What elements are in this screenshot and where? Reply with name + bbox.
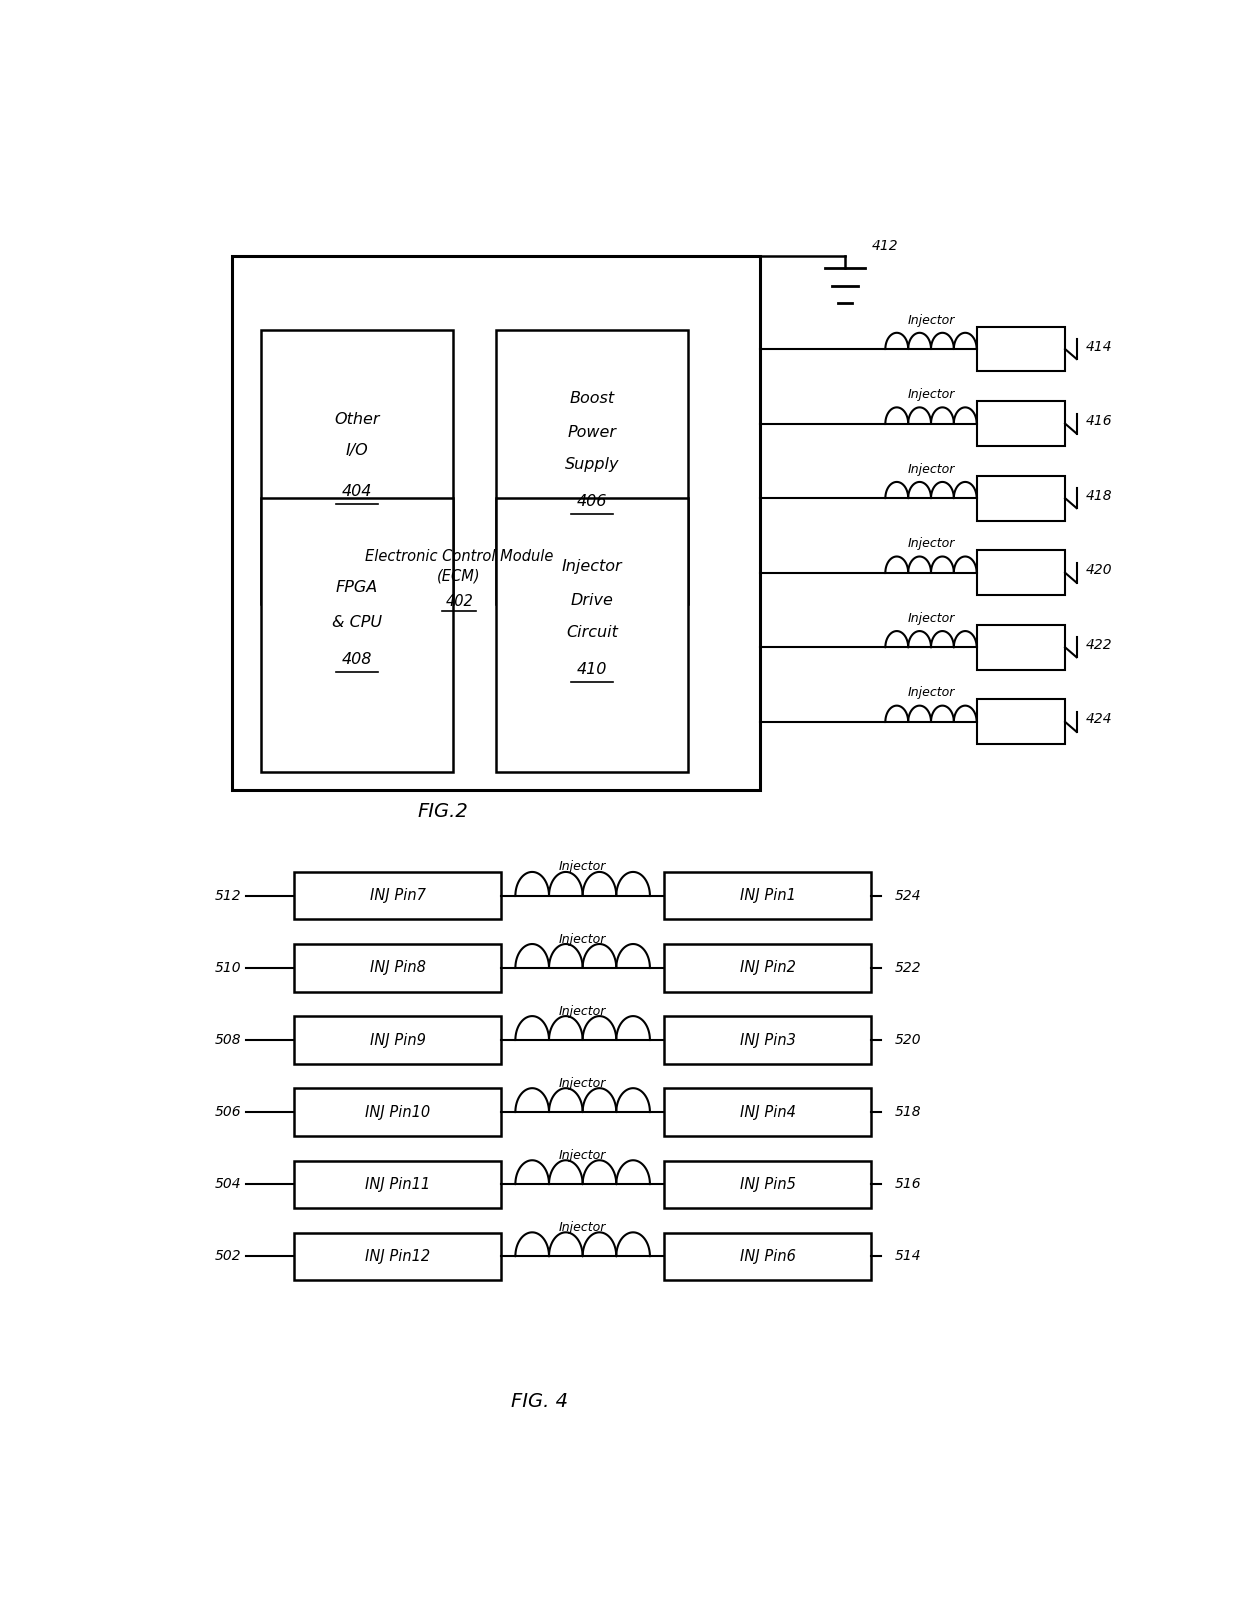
Text: 422: 422 xyxy=(1086,638,1112,652)
Text: INJ Pin4: INJ Pin4 xyxy=(740,1104,796,1120)
Text: Injector: Injector xyxy=(908,313,955,326)
Text: INJ Pin3: INJ Pin3 xyxy=(740,1033,796,1047)
Text: Injector: Injector xyxy=(908,463,955,476)
Text: 408: 408 xyxy=(342,652,372,667)
Text: INJ Pin2: INJ Pin2 xyxy=(740,960,796,975)
Text: 402: 402 xyxy=(445,594,472,608)
Text: & CPU: & CPU xyxy=(332,615,382,629)
Text: 522: 522 xyxy=(895,960,921,975)
Bar xyxy=(977,699,1065,744)
Text: Injector: Injector xyxy=(559,1077,606,1089)
Bar xyxy=(232,257,760,791)
Text: INJ Pin8: INJ Pin8 xyxy=(370,960,425,975)
Text: Injector: Injector xyxy=(559,860,606,873)
Text: Supply: Supply xyxy=(565,457,620,473)
Text: Injector: Injector xyxy=(908,537,955,550)
Bar xyxy=(665,1088,870,1136)
Bar xyxy=(260,499,453,771)
Text: 406: 406 xyxy=(577,494,608,510)
Bar xyxy=(294,872,501,920)
Text: 514: 514 xyxy=(895,1249,921,1264)
Text: Injector: Injector xyxy=(559,1220,606,1233)
Text: 506: 506 xyxy=(215,1106,242,1119)
Bar xyxy=(260,331,453,604)
Text: FPGA: FPGA xyxy=(336,579,378,596)
Bar xyxy=(665,1017,870,1064)
Bar xyxy=(977,476,1065,521)
Text: Injector: Injector xyxy=(559,1149,606,1162)
Text: FIG. 4: FIG. 4 xyxy=(511,1393,568,1411)
Text: 416: 416 xyxy=(1086,415,1112,428)
Bar xyxy=(294,1233,501,1280)
Text: Injector: Injector xyxy=(908,612,955,625)
Text: Injector: Injector xyxy=(908,389,955,402)
Text: 524: 524 xyxy=(895,889,921,902)
Text: INJ Pin9: INJ Pin9 xyxy=(370,1033,425,1047)
Text: Boost: Boost xyxy=(569,391,615,407)
Text: Electronic Control Module: Electronic Control Module xyxy=(365,549,553,563)
Text: Injector: Injector xyxy=(559,1004,606,1018)
Text: 510: 510 xyxy=(215,960,242,975)
Text: 418: 418 xyxy=(1086,489,1112,502)
Text: 420: 420 xyxy=(1086,563,1112,578)
Text: 518: 518 xyxy=(895,1106,921,1119)
Text: 404: 404 xyxy=(342,484,372,499)
Bar xyxy=(665,944,870,991)
Text: Injector: Injector xyxy=(559,933,606,946)
Bar xyxy=(496,331,688,604)
Bar xyxy=(977,402,1065,445)
Text: Power: Power xyxy=(568,424,616,439)
Text: INJ Pin12: INJ Pin12 xyxy=(365,1249,430,1264)
Text: 512: 512 xyxy=(215,889,242,902)
Bar xyxy=(294,1160,501,1207)
Bar xyxy=(496,499,688,771)
Text: Injector: Injector xyxy=(562,558,622,575)
Bar xyxy=(665,1233,870,1280)
Text: (ECM): (ECM) xyxy=(438,570,481,584)
Text: INJ Pin5: INJ Pin5 xyxy=(740,1177,796,1191)
Bar xyxy=(294,1088,501,1136)
Bar xyxy=(977,326,1065,371)
Bar xyxy=(977,550,1065,596)
Text: Circuit: Circuit xyxy=(567,625,619,639)
Text: I/O: I/O xyxy=(346,444,368,458)
Text: INJ Pin11: INJ Pin11 xyxy=(365,1177,430,1191)
Text: FIG.2: FIG.2 xyxy=(418,802,469,822)
Text: 504: 504 xyxy=(215,1177,242,1191)
Bar xyxy=(665,1160,870,1207)
Text: 424: 424 xyxy=(1086,712,1112,726)
Bar xyxy=(294,944,501,991)
Text: Other: Other xyxy=(334,412,379,428)
Text: 516: 516 xyxy=(895,1177,921,1191)
Text: 412: 412 xyxy=(872,239,899,253)
Bar xyxy=(294,1017,501,1064)
Text: 502: 502 xyxy=(215,1249,242,1264)
Text: INJ Pin1: INJ Pin1 xyxy=(740,888,796,904)
Text: Injector: Injector xyxy=(908,686,955,699)
Text: 414: 414 xyxy=(1086,339,1112,353)
Bar xyxy=(977,625,1065,670)
Text: 410: 410 xyxy=(577,662,608,678)
Text: Drive: Drive xyxy=(570,592,614,607)
Text: 508: 508 xyxy=(215,1033,242,1047)
Text: 520: 520 xyxy=(895,1033,921,1047)
Text: INJ Pin10: INJ Pin10 xyxy=(365,1104,430,1120)
Text: INJ Pin7: INJ Pin7 xyxy=(370,888,425,904)
Bar xyxy=(665,872,870,920)
Text: INJ Pin6: INJ Pin6 xyxy=(740,1249,796,1264)
